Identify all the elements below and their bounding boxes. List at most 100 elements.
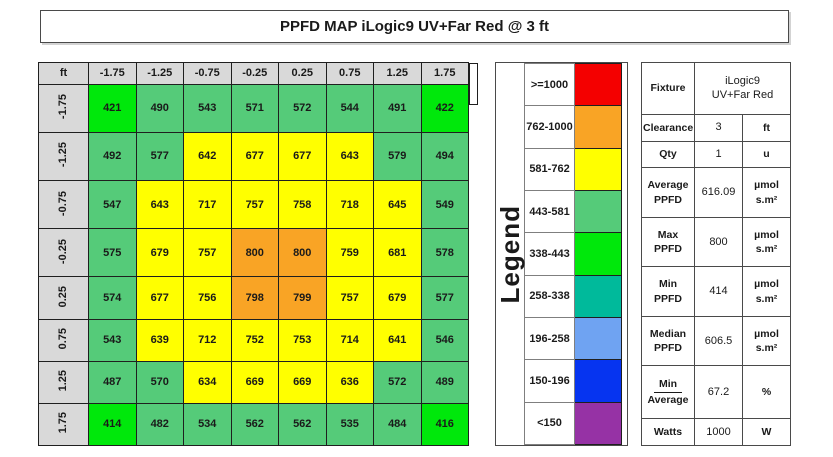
stats-unit: µmol s.m² xyxy=(741,266,792,317)
ppfd-cell: 645 xyxy=(373,179,422,230)
ppfd-cell: 679 xyxy=(373,276,422,320)
row-header-text: -1.25 xyxy=(57,142,69,168)
row-header-text: 0.25 xyxy=(57,285,69,308)
stats-table: Fixture iLogic9 UV+Far Red Clearance 3 ft Qty… xyxy=(641,62,792,446)
legend-row: 258-338 xyxy=(524,274,622,318)
stats-value: 800 xyxy=(694,216,743,268)
ppfd-cell: 492 xyxy=(88,131,137,181)
stats-label: Watts xyxy=(641,418,695,446)
stats-label: Median PPFD xyxy=(641,315,695,367)
ppfd-cell: 544 xyxy=(325,83,374,133)
stats-label: Min Average xyxy=(641,365,695,420)
ppfd-cell: 717 xyxy=(183,179,232,230)
row-header-text: -0.75 xyxy=(57,190,69,216)
col-header: 1.75 xyxy=(420,62,469,85)
stats-row: Median PPFD 606.5 µmol s.m² xyxy=(641,315,792,367)
ppfd-cell: 574 xyxy=(88,276,137,320)
legend-color-swatch xyxy=(574,189,622,234)
ppfd-cell: 578 xyxy=(420,228,469,278)
ppfd-cell: 677 xyxy=(278,131,327,181)
col-header: 0.25 xyxy=(278,62,327,85)
legend-range-label: >=1000 xyxy=(524,62,575,107)
col-header: 1.25 xyxy=(373,62,422,85)
stats-unit: W xyxy=(741,418,792,446)
ppfd-cell: 572 xyxy=(373,360,422,404)
row-header-text: -1.75 xyxy=(57,94,69,120)
ppfd-cell: 562 xyxy=(230,402,279,447)
ppfd-cell: 562 xyxy=(278,402,327,447)
col-header: -0.25 xyxy=(230,62,279,85)
stats-unit: u xyxy=(741,140,792,169)
ppfd-cell: 546 xyxy=(420,318,469,362)
legend-title-text: Legend xyxy=(495,204,525,304)
legend-row: 338-443 xyxy=(524,232,622,276)
legend-row: 443-581 xyxy=(524,189,622,234)
legend-color-swatch xyxy=(574,62,622,107)
stats-label: Clearance xyxy=(641,113,695,142)
ppfd-cell: 800 xyxy=(278,228,327,278)
stats-label: Min PPFD xyxy=(641,266,695,317)
stats-value: iLogic9 UV+Far Red xyxy=(693,62,792,115)
row-header: 0.75 xyxy=(38,318,89,362)
ppfd-cell: 718 xyxy=(325,179,374,230)
stats-value: 3 xyxy=(694,113,743,142)
legend-range-label: 150-196 xyxy=(524,359,575,403)
ppfd-cell: 714 xyxy=(325,318,374,362)
row-header: -1.75 xyxy=(38,83,89,133)
ppfd-cell: 575 xyxy=(88,228,137,278)
stats-value: 414 xyxy=(694,266,743,317)
grid-row: -1.75 421 490 543 571 572 544 491 422 xyxy=(38,83,469,133)
stats-value: 616.09 xyxy=(694,167,743,218)
row-header: 1.25 xyxy=(38,360,89,404)
ppfd-cell: 421 xyxy=(88,83,137,133)
ppfd-cell: 543 xyxy=(183,83,232,133)
ppfd-cell: 799 xyxy=(278,276,327,320)
stats-label: Average PPFD xyxy=(641,167,695,218)
ppfd-cell: 490 xyxy=(135,83,184,133)
stats-label: Max PPFD xyxy=(641,216,695,268)
row-header-text: 1.75 xyxy=(57,412,69,434)
stats-unit: µmol s.m² xyxy=(741,167,792,218)
row-header: -0.75 xyxy=(38,179,89,230)
legend-row: 762-1000 xyxy=(524,105,622,149)
ppfd-cell: 416 xyxy=(420,402,469,447)
legend-color-swatch xyxy=(574,359,622,403)
ppfd-cell: 487 xyxy=(88,360,137,404)
grid-row: -1.25 492 577 642 677 677 643 579 494 xyxy=(38,131,469,181)
stats-unit: % xyxy=(741,365,792,420)
row-header-text: 0.75 xyxy=(57,327,69,350)
ppfd-cell: 798 xyxy=(230,276,279,320)
ppfd-cell: 679 xyxy=(135,228,184,278)
ppfd-cell: 634 xyxy=(183,360,232,404)
legend-range-label: 258-338 xyxy=(524,274,575,318)
ppfd-cell: 636 xyxy=(325,360,374,404)
grid-header-stub xyxy=(469,63,478,105)
ppfd-cell: 712 xyxy=(183,318,232,362)
stats-row: Qty 1 u xyxy=(641,140,792,169)
ppfd-cell: 669 xyxy=(230,360,279,404)
ppfd-cell: 484 xyxy=(373,402,422,447)
legend-row: 196-258 xyxy=(524,316,622,361)
page-title: PPFD MAP iLogic9 UV+Far Red @ 3 ft xyxy=(280,18,549,35)
ppfd-cell: 681 xyxy=(373,228,422,278)
col-header: -1.25 xyxy=(135,62,184,85)
ppfd-cell: 571 xyxy=(230,83,279,133)
col-header: -0.75 xyxy=(183,62,232,85)
ppfd-cell: 677 xyxy=(230,131,279,181)
ppfd-cell: 758 xyxy=(278,179,327,230)
ppfd-cell: 570 xyxy=(135,360,184,404)
ppfd-cell: 579 xyxy=(373,131,422,181)
stats-row: Min Average 67.2% xyxy=(641,365,792,420)
ppfd-cell: 643 xyxy=(325,131,374,181)
row-header: 0.25 xyxy=(38,276,89,320)
legend-row: 581-762 xyxy=(524,147,622,191)
legend-color-swatch xyxy=(574,316,622,361)
row-header: 1.75 xyxy=(38,402,89,447)
title-box: PPFD MAP iLogic9 UV+Far Red @ 3 ft xyxy=(40,10,789,43)
grid-row: -0.75 547 643 717 757 758 718 645 549 xyxy=(38,179,469,230)
row-header: -0.25 xyxy=(38,228,89,278)
grid-row: 1.75 414 482 534 562 562 535 484 416 xyxy=(38,402,469,447)
grid-row: 0.25 574 677 756 798 799 757 679 577 xyxy=(38,276,469,320)
ppfd-cell: 577 xyxy=(135,131,184,181)
ppfd-cell: 482 xyxy=(135,402,184,447)
